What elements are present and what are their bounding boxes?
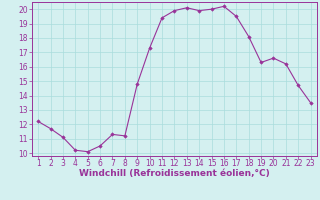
X-axis label: Windchill (Refroidissement éolien,°C): Windchill (Refroidissement éolien,°C) xyxy=(79,169,270,178)
